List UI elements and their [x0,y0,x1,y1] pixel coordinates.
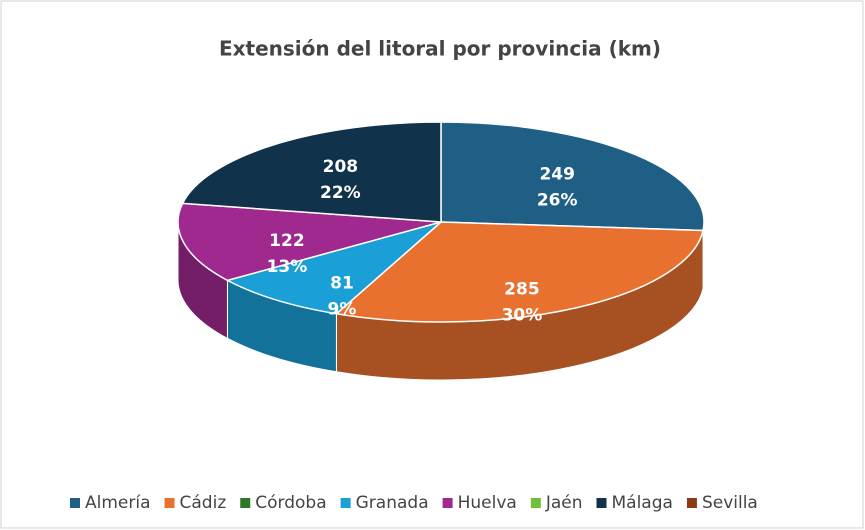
legend-label: Almería [85,493,151,513]
legend-swatch [530,498,541,508]
legend-swatch [240,498,251,508]
legend-label: Córdoba [255,493,326,513]
legend-label: Jaén [545,493,583,513]
legend-swatch [686,498,697,508]
chart-title: Extensión del litoral por provincia (km) [219,37,661,61]
slice [334,221,704,323]
legend-label: Granada [356,493,429,513]
value-label: 208 [323,157,359,177]
slice [440,121,705,232]
percent-label: 22% [320,183,361,203]
slice [181,121,442,223]
legend-swatch [442,498,453,508]
value-label: 81 [330,273,354,293]
legend-label: Huelva [458,493,517,513]
percent-label: 13% [267,257,308,277]
legend-swatch [596,498,607,508]
value-label: 122 [269,231,305,251]
legend-label: Sevilla [702,493,758,513]
value-label: 249 [539,164,575,184]
percent-label: 30% [502,305,543,325]
percent-label: 26% [537,190,578,210]
slice [225,221,442,315]
legend-swatch [70,498,80,508]
legend-label: Cádiz [180,493,227,513]
legend-swatch [164,498,175,508]
value-label: 285 [504,279,540,299]
percent-label: 9% [328,299,357,319]
legend-label: Málaga [612,493,673,513]
slice [177,202,442,282]
legend-swatch [340,498,351,508]
